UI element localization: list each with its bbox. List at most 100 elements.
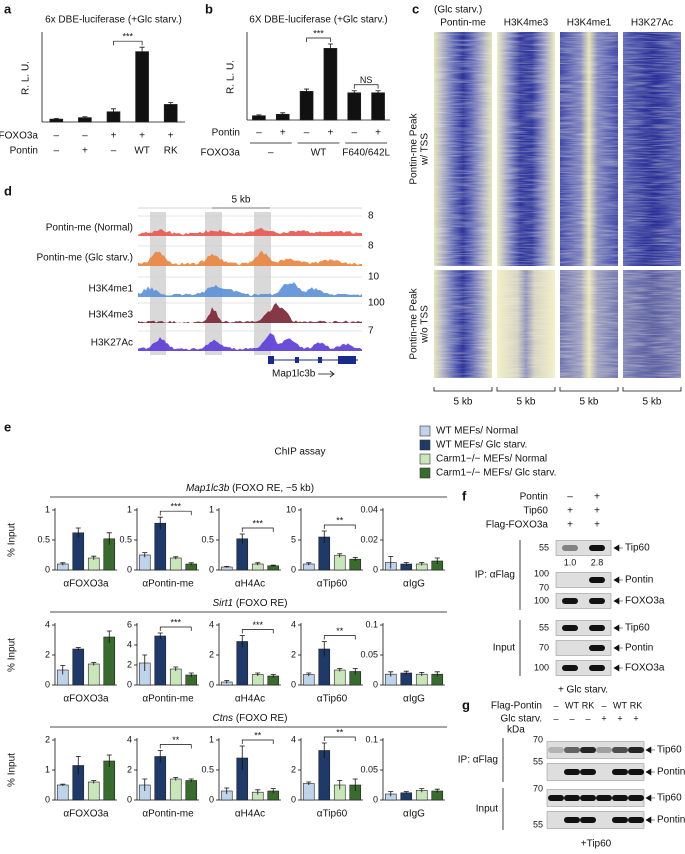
- error-bar: [270, 674, 276, 678]
- error-bar: [75, 756, 81, 775]
- significance-bracket: [241, 739, 274, 744]
- y-tick-label: 0.02: [360, 534, 378, 544]
- condition-value: +: [139, 131, 145, 142]
- heatmap-row-label: Pontin-me Peak: [409, 112, 420, 184]
- error-bar: [60, 783, 66, 786]
- heatmap-column-label: H3K27Ac: [631, 18, 673, 29]
- heatmap-column-label: H3K4me3: [504, 18, 549, 29]
- bar: [103, 636, 116, 686]
- y-tick-label: 0.1: [365, 734, 378, 744]
- bar: [163, 104, 178, 123]
- blot-band: [589, 577, 605, 583]
- track-label: H3K4me1: [89, 284, 134, 295]
- lane-row-label: Flag-FOXO3a: [486, 520, 549, 531]
- bar: [169, 778, 182, 801]
- band-arrow: [645, 816, 655, 824]
- x-axis-label: αIgG: [403, 809, 425, 820]
- error-bar: [142, 552, 148, 558]
- blot-band: [562, 625, 578, 631]
- blot-band: [562, 545, 578, 551]
- error-bar: [173, 556, 179, 560]
- error-bar: [403, 562, 409, 566]
- bar: [299, 91, 314, 121]
- significance-bracket: [241, 629, 274, 634]
- error-bar: [60, 665, 66, 675]
- condition-value: –: [351, 128, 357, 139]
- band-arrow: [613, 597, 623, 605]
- x-axis-label: αFOXO3a: [63, 809, 109, 820]
- y-tick-label: 1: [209, 734, 214, 744]
- y-tick-label: 0: [209, 794, 214, 804]
- band-label: Tip60: [657, 745, 682, 756]
- heatmap-row-label: Pontin-me Peak: [409, 287, 420, 359]
- band-arrow: [645, 794, 655, 802]
- bar: [302, 783, 315, 801]
- y-tick-label: 4: [127, 734, 132, 744]
- error-bar: [270, 564, 276, 567]
- blot-strip: [555, 540, 612, 556]
- error-bar: [403, 791, 409, 794]
- y-axis-label: % Input: [7, 523, 18, 557]
- blot-strip: [555, 572, 612, 588]
- scale-label: 5 kb: [643, 397, 662, 408]
- blot-band: [628, 817, 644, 823]
- row-title: Sirt1 (FOXO RE): [212, 598, 287, 609]
- heatmap-texture: [560, 32, 618, 266]
- error-bar: [75, 647, 81, 651]
- error-bar: [173, 777, 179, 781]
- lane-value: –: [553, 700, 558, 710]
- panel-label: g: [462, 697, 470, 712]
- y-tick-label: 2: [127, 764, 132, 774]
- condition-value: –: [54, 131, 60, 142]
- legend-label: Carm1−/− MEFs/ Glc starv.: [436, 468, 556, 479]
- blot-strip: [555, 660, 612, 676]
- blot-band: [562, 598, 578, 604]
- y-tick-label: 0: [127, 794, 132, 804]
- error-bar: [280, 112, 286, 116]
- legend-label: WT MEFs/ Normal: [436, 426, 518, 437]
- track-signal: [138, 333, 362, 351]
- significance-label: ***: [252, 620, 263, 630]
- kda-marker: 55: [533, 756, 543, 766]
- row-gene: Map1lc3b: [186, 483, 230, 494]
- highlight-region: [150, 212, 166, 355]
- blot-strip: [555, 620, 612, 636]
- heatmap-texture: [623, 32, 681, 266]
- error-bar: [188, 562, 194, 566]
- blot-band: [589, 545, 605, 551]
- blot-band: [580, 817, 596, 823]
- row-gene: Ctns: [212, 713, 233, 724]
- lane-row-label: Flag-Pontin: [491, 701, 542, 712]
- y-tick-label: 6: [127, 619, 132, 629]
- error-bar: [239, 745, 245, 770]
- condition-label: FOXO3a: [0, 131, 38, 142]
- blot-band: [580, 769, 596, 775]
- track-label: H3K4me3: [89, 310, 134, 321]
- lane-value: +: [594, 506, 600, 517]
- lane-value: +: [633, 713, 638, 723]
- significance-label: **: [254, 730, 262, 740]
- significance-bracket: [323, 736, 356, 741]
- legend-swatch: [419, 467, 431, 479]
- blot-band: [589, 598, 605, 604]
- error-bar: [321, 530, 327, 543]
- y-tick-label: 0.5: [119, 534, 132, 544]
- band-arrow: [613, 644, 623, 652]
- panel-label: f: [462, 488, 467, 503]
- condition-label: Pontin: [10, 146, 38, 157]
- error-bar: [157, 632, 163, 639]
- y-tick-label: 0.5: [201, 534, 214, 544]
- significance-label: ***: [313, 28, 324, 38]
- y-tick-label: 2: [127, 659, 132, 669]
- error-bar: [224, 566, 230, 568]
- lane-value: +: [594, 492, 600, 503]
- band-label: Pontin: [657, 815, 685, 826]
- significance-label: **: [336, 515, 344, 525]
- band-arrow: [613, 544, 623, 552]
- y-tick-label: 0: [373, 794, 378, 804]
- row-site: (FOXO RE): [236, 713, 288, 724]
- y-tick-label: 0: [291, 679, 296, 689]
- lane-row-label: Tip60: [523, 506, 548, 517]
- error-bar: [403, 670, 409, 675]
- y-tick-label: 0: [127, 679, 132, 689]
